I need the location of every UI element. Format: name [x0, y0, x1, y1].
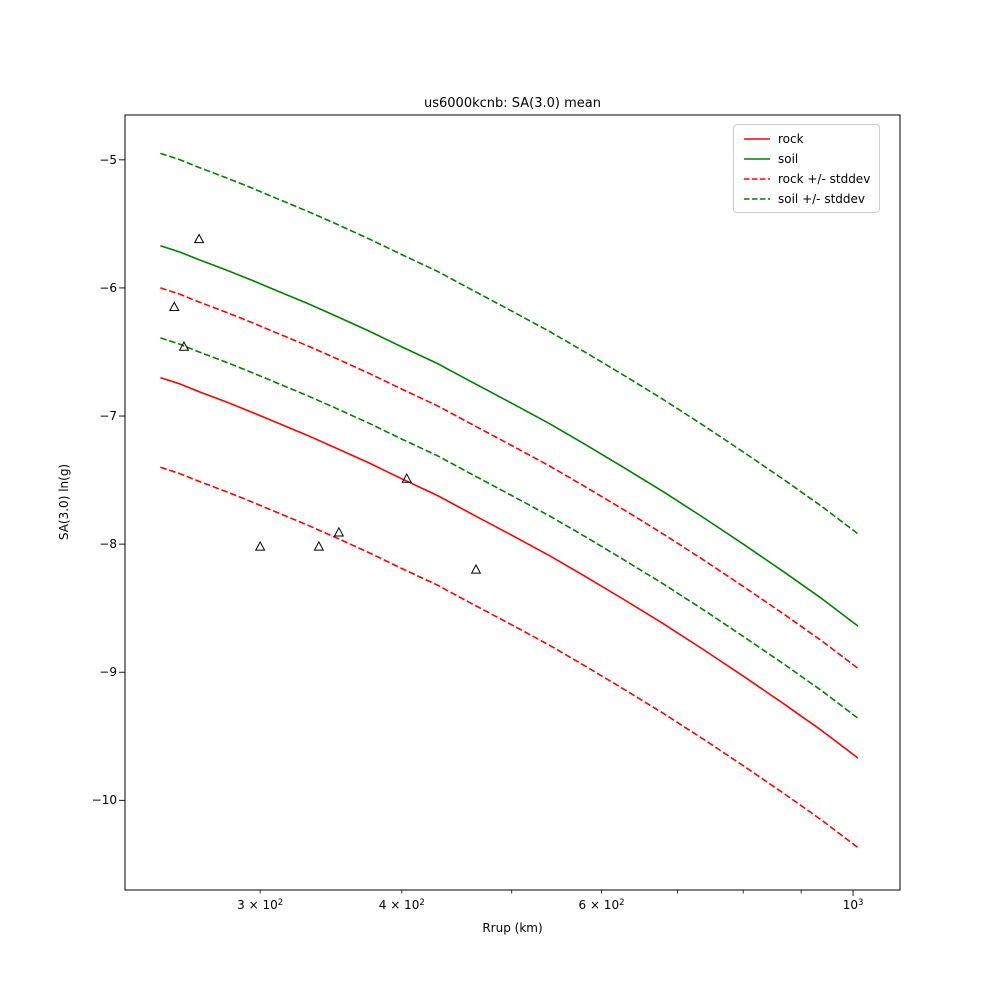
axes-frame: [124, 114, 901, 891]
legend-entry: rock: [743, 130, 870, 147]
legend-label: soil +/- stddev: [778, 191, 865, 206]
scatter-triangle: [470, 563, 482, 574]
legend-line-sample: [744, 157, 770, 160]
legend: rock soil rock +/- stddev soil +/- stddev: [733, 124, 881, 213]
legend-entry: rock +/- stddev: [743, 170, 870, 187]
legend-entry: soil +/- stddev: [743, 190, 870, 207]
y-tick-label: −10: [91, 793, 117, 808]
legend-line-sample: [744, 177, 770, 180]
x-tick-label: 6 × 102: [578, 897, 625, 913]
y-tick-label: −7: [99, 409, 117, 424]
y-tick-label: −9: [99, 665, 117, 680]
x-tick-label: 103: [842, 897, 864, 913]
series-rock: [160, 376, 859, 759]
x-tick-label: 4 × 102: [378, 897, 425, 913]
scatter-triangle: [313, 540, 325, 551]
scatter-triangle: [169, 301, 180, 312]
scatter-triangle: [333, 526, 345, 537]
series-rock-minus-stddev: [160, 466, 859, 849]
series-rock-plus-stddev: [160, 287, 859, 670]
scatter-triangle: [193, 233, 205, 244]
legend-line-sample: [744, 197, 770, 200]
legend-label: rock: [778, 131, 804, 146]
y-tick-label: −6: [99, 280, 117, 295]
legend-label: soil: [778, 151, 799, 166]
y-tick-label: −5: [99, 152, 117, 167]
scatter-triangle: [254, 540, 266, 551]
x-tick-label: 3 × 102: [237, 897, 284, 913]
chart-title: us6000kcnb: SA(3.0) mean: [424, 96, 601, 111]
y-tick-label: −8: [99, 537, 117, 552]
series-soil-minus-stddev: [160, 337, 859, 719]
y-axis-label: SA(3.0) ln(g): [57, 463, 71, 541]
scatter-triangle: [178, 341, 190, 351]
legend-label: rock +/- stddev: [778, 171, 871, 186]
scatter-triangle: [401, 472, 412, 483]
series-soil: [160, 244, 859, 627]
legend-line-sample: [744, 137, 770, 140]
legend-entry: soil: [743, 150, 870, 167]
x-axis-label: Rrup (km): [482, 921, 543, 935]
series-soil-plus-stddev: [160, 152, 859, 535]
